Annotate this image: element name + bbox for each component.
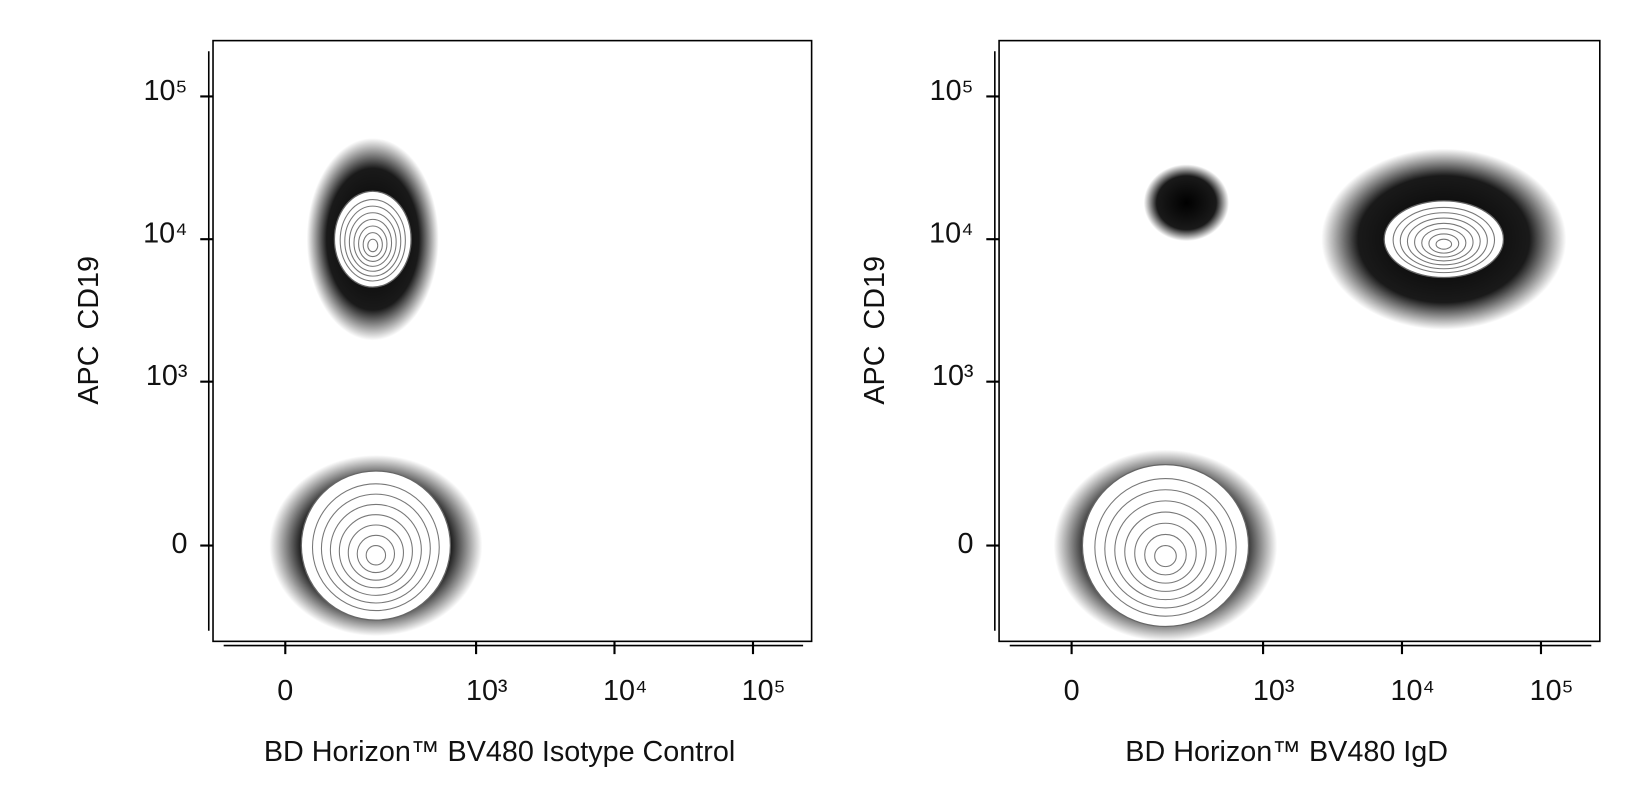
x-tick-label: 0 bbox=[1064, 675, 1080, 707]
population-contour bbox=[1124, 511, 1207, 592]
population-contour bbox=[1435, 238, 1453, 250]
x-tick-label: 10⁵ bbox=[1530, 675, 1574, 707]
population-contour bbox=[329, 503, 422, 596]
x-axis-label: BD Horizon™ BV480 Isotype Control bbox=[264, 736, 735, 768]
y-tick-label: 10⁴ bbox=[143, 218, 187, 250]
population-contour bbox=[358, 225, 388, 262]
y-tick-label: 10⁵ bbox=[930, 75, 974, 107]
y-tick-label: 0 bbox=[171, 528, 187, 560]
plot-frame bbox=[212, 39, 813, 643]
population-contour bbox=[338, 514, 413, 589]
y-tick-label: 10³ bbox=[146, 360, 188, 392]
population-contour bbox=[320, 493, 431, 604]
x-tick-label: 0 bbox=[277, 675, 293, 707]
population-contour bbox=[1134, 522, 1197, 584]
plot-area bbox=[1053, 148, 1567, 642]
population-contour bbox=[1428, 233, 1460, 254]
population-contour bbox=[1392, 206, 1496, 274]
y-tick-label: 10⁴ bbox=[929, 218, 973, 250]
y-axis-label: APC CD19 bbox=[73, 256, 105, 405]
x-tick-label: 10³ bbox=[1253, 675, 1295, 707]
population-contour bbox=[348, 212, 397, 272]
x-axis-label: BD Horizon™ BV480 IgD bbox=[1125, 736, 1448, 768]
population-contour bbox=[311, 483, 440, 612]
x-tick-label: 10⁴ bbox=[603, 675, 647, 707]
population-contour bbox=[367, 238, 379, 253]
y-tick-label: 10⁵ bbox=[144, 75, 188, 107]
y-tick-label: 0 bbox=[958, 528, 974, 560]
population-contour bbox=[1144, 533, 1187, 576]
x-tick-label: 10⁴ bbox=[1390, 675, 1434, 707]
population-contour bbox=[1104, 489, 1227, 609]
population-contour bbox=[365, 545, 387, 566]
y-tick-label: 10³ bbox=[932, 360, 974, 392]
population-contour bbox=[339, 199, 406, 282]
y-axis-label: APC CD19 bbox=[859, 256, 891, 405]
x-tick-label: 10⁵ bbox=[742, 675, 786, 707]
population-contour bbox=[1421, 228, 1467, 258]
population-contour bbox=[1094, 478, 1237, 617]
population-contour bbox=[362, 232, 383, 258]
population-contour bbox=[1406, 217, 1481, 266]
population-contour bbox=[1414, 222, 1474, 262]
x-tick-label: 10³ bbox=[466, 675, 508, 707]
population-contour bbox=[1114, 500, 1217, 601]
population-contour bbox=[353, 218, 393, 267]
population-contour bbox=[347, 524, 404, 581]
plot-frame bbox=[998, 39, 1601, 643]
population-contour bbox=[1399, 212, 1488, 270]
population-contour bbox=[356, 534, 396, 574]
panel: 0 10³ 10⁴ 10⁵ 0 10³ 10⁴ 10⁵ BD Horizon™ BV480 Ig… bbox=[859, 39, 1601, 768]
population-dots bbox=[1143, 164, 1230, 242]
plot-area bbox=[269, 138, 483, 637]
population-contour bbox=[344, 205, 402, 277]
population-contour bbox=[1154, 545, 1177, 568]
